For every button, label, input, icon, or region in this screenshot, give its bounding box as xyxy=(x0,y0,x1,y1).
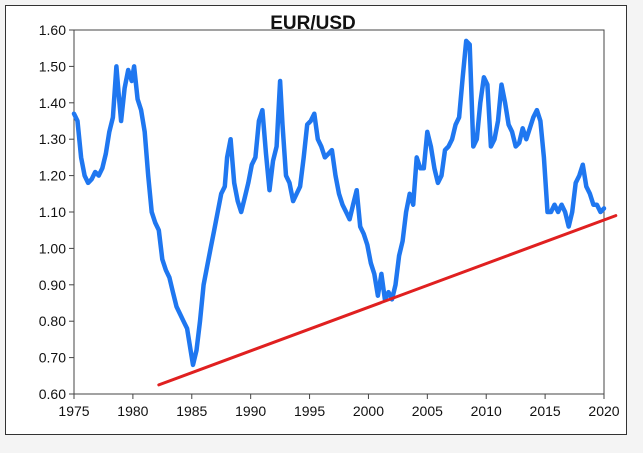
x-tick-label: 2010 xyxy=(471,403,502,419)
y-tick-label: 0.80 xyxy=(39,313,66,329)
x-tick-label: 1995 xyxy=(294,403,325,419)
x-tick-label: 2000 xyxy=(353,403,384,419)
x-tick-label: 1980 xyxy=(117,403,148,419)
y-tick-label: 1.60 xyxy=(39,22,66,38)
eurusd-line-chart: EUR/USD 0.60 0.70 0.80 0.90 1.00 1.10 1.20 1.30… xyxy=(39,13,620,419)
x-tick-label: 1975 xyxy=(58,403,89,419)
x-axis: 1975 1980 1985 1990 1995 2000 2005 2010 2015 2020 xyxy=(58,394,620,419)
eurusd-series-line xyxy=(71,38,607,368)
y-tick-label: 1.10 xyxy=(39,204,66,220)
x-tick-label: 1990 xyxy=(235,403,266,419)
y-tick-label: 1.50 xyxy=(39,58,66,74)
x-tick-label: 1985 xyxy=(176,403,207,419)
series-layer xyxy=(71,38,618,387)
chart-frame: EUR/USD 0.60 0.70 0.80 0.90 1.00 1.10 1.20 1.30… xyxy=(5,5,627,435)
x-tick-label: 2005 xyxy=(412,403,443,419)
y-tick-label: 0.70 xyxy=(39,350,66,366)
y-axis: 0.60 0.70 0.80 0.90 1.00 1.10 1.20 1.30 1.40 1.50… xyxy=(39,22,74,402)
trend-line xyxy=(157,214,618,387)
x-tick-label: 2020 xyxy=(588,403,619,419)
x-tick-label: 2015 xyxy=(530,403,561,419)
y-tick-label: 1.00 xyxy=(39,240,66,256)
y-tick-label: 1.40 xyxy=(39,95,66,111)
chart-title: EUR/USD xyxy=(270,13,356,34)
y-tick-label: 1.20 xyxy=(39,168,66,184)
y-tick-label: 1.30 xyxy=(39,131,66,147)
y-tick-label: 0.90 xyxy=(39,277,66,293)
y-tick-label: 0.60 xyxy=(39,386,66,402)
